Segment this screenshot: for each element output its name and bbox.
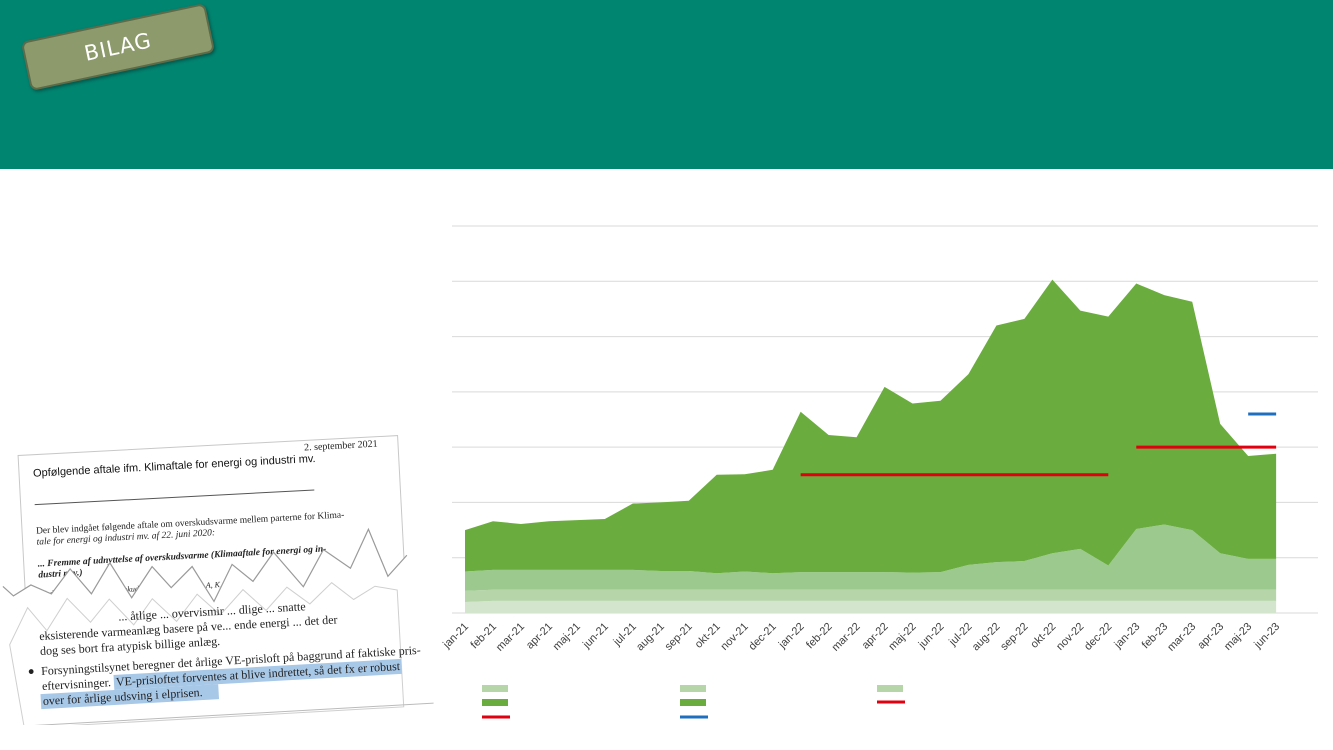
x-tick-label: jan-23: [1112, 621, 1143, 652]
legend-swatch-4: [482, 699, 508, 706]
x-tick-label: mar-22: [830, 621, 863, 654]
bilag-label: BILAG: [82, 28, 154, 66]
x-tick-label: maj-23: [1222, 621, 1254, 653]
area-series-2: [465, 589, 1277, 602]
area-series-4: [465, 279, 1277, 574]
x-tick-label: apr-22: [860, 621, 891, 652]
x-tick-label: maj-22: [886, 621, 918, 653]
x-tick-label: mar-23: [1165, 621, 1198, 654]
x-tick-label: sep-21: [663, 621, 695, 653]
document-lower-sheet: ... åtlige ... overvismir ... dlige ... …: [9, 582, 434, 725]
x-tick-label: apr-23: [1195, 621, 1226, 652]
doc-bottom-edge: [18, 702, 434, 725]
area-series-1: [465, 600, 1277, 613]
x-tick-label: jun-23: [1251, 621, 1282, 652]
document-excerpt: ... åtlige ... overvismir ... dlige ... …: [2, 435, 434, 725]
torn-edge: [2, 527, 408, 603]
x-tick-label: aug-22: [970, 621, 1003, 654]
x-tick-label: jan-21: [440, 621, 471, 652]
x-tick-label: okt-21: [693, 621, 723, 651]
chart-reference-lines: [800, 412, 1277, 477]
x-tick-label: maj-21: [551, 621, 583, 653]
x-tick-label: jun-21: [580, 621, 611, 652]
x-tick-label: sep-22: [998, 621, 1030, 653]
chart-areas: [465, 279, 1277, 613]
x-tick-label: mar-21: [494, 621, 527, 654]
x-tick-label: nov-21: [719, 621, 751, 653]
x-tick-label: aug-21: [634, 621, 667, 654]
chart-legend: [482, 685, 905, 719]
x-tick-label: dec-21: [747, 621, 779, 653]
x-tick-label: jun-22: [916, 621, 947, 652]
highlight-box-1: [113, 658, 402, 690]
doc-heading-line-2: dustri m.v.): [38, 567, 83, 580]
legend-swatch-1: [482, 685, 508, 692]
x-tick-label: okt-22: [1028, 621, 1058, 651]
x-tick-label: jan-22: [776, 621, 807, 652]
doc-bullet-line-2: eftervisninger.: [42, 675, 112, 693]
legend-swatch-2: [680, 685, 706, 692]
x-tick-label: dec-22: [1082, 621, 1114, 653]
header-banner: [0, 0, 1333, 169]
doc-date: 2. september 2021: [304, 439, 378, 454]
x-tick-label: apr-21: [524, 621, 555, 652]
x-tick-label: nov-22: [1054, 621, 1086, 653]
highlight-box-2: [40, 684, 220, 710]
bullet-dot: [28, 669, 34, 674]
doc-title-rule: [34, 489, 315, 506]
legend-swatch-3: [877, 685, 903, 692]
area-series-3: [465, 524, 1277, 591]
legend-swatch-5: [680, 699, 706, 706]
